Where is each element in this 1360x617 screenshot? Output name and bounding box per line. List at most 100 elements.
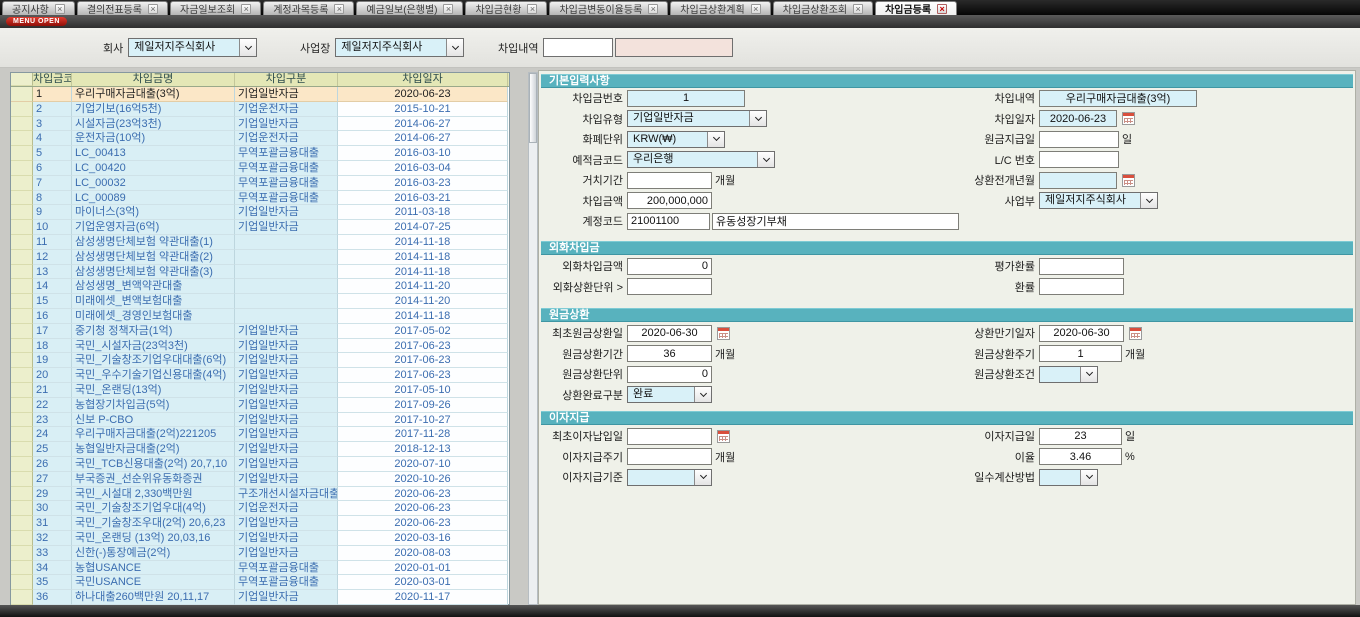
calendar-icon[interactable] — [1129, 326, 1142, 340]
table-row[interactable]: 3 시설자금(23억3천) 기업일반자금 2014-06-27 — [11, 116, 509, 132]
foreign-amount-input[interactable] — [627, 257, 712, 275]
table-row[interactable]: 5 LC_00413 무역포괄금융대출 2016-03-10 — [11, 146, 509, 161]
table-row[interactable]: 26 국민_TCB신용대출(2억) 20,7,10 기업일반자금 2020-07-10 — [11, 456, 509, 472]
table-row[interactable]: 27 부국증권_선순위유동화증권 기업일반자금 2020-10-26 — [11, 471, 509, 487]
close-icon[interactable]: × — [937, 3, 948, 14]
row-selector-cell[interactable] — [11, 160, 33, 176]
table-row[interactable]: 11 삼성생명단체보험 약관대출(1) 2014-11-18 — [11, 234, 509, 250]
table-row[interactable]: 29 국민_시설대 2,330백만원 구조개선시설자금대출 2020-06-23 — [11, 486, 509, 502]
tab-계정과목등록[interactable]: 계정과목등록 × — [263, 1, 355, 16]
table-row[interactable]: 20 국민_우수기술기업신용대출(4억) 기업일반자금 2017-06-23 — [11, 368, 509, 383]
repay-condition-select[interactable] — [1039, 365, 1098, 383]
table-row[interactable]: 34 농협USANCE 무역포괄금융대출 2020-01-01 — [11, 560, 509, 576]
table-row[interactable]: 6 LC_00420 무역포괄금융대출 2016-03-04 — [11, 160, 509, 176]
table-row[interactable]: 15 미래에셋_변액보험대출 2014-11-20 — [11, 294, 509, 309]
row-selector-cell[interactable] — [11, 101, 33, 117]
row-selector-cell[interactable] — [11, 575, 33, 591]
interest-cycle-input[interactable] — [627, 448, 712, 466]
close-icon[interactable]: × — [527, 3, 538, 14]
chevron-down-icon[interactable] — [1080, 469, 1097, 485]
row-selector-cell[interactable] — [11, 368, 33, 383]
site-select[interactable]: 제일저지주식회사 — [335, 38, 465, 57]
chevron-down-icon[interactable] — [694, 387, 711, 403]
chevron-down-icon[interactable] — [446, 39, 464, 56]
repay-open-month-input[interactable] — [1039, 171, 1117, 189]
repay-complete-select[interactable]: 완료 — [627, 386, 712, 404]
table-row[interactable]: 35 국민USANCE 무역포괄금융대출 2020-03-01 — [11, 575, 509, 591]
close-icon[interactable]: × — [853, 3, 864, 14]
table-row[interactable]: 8 LC_00089 무역포괄금융대출 2016-03-21 — [11, 190, 509, 206]
day-count-select[interactable] — [1039, 468, 1098, 486]
table-row[interactable]: 30 국민_기술창조기업우대(4억) 기업운전자금 2020-06-23 — [11, 501, 509, 517]
principal-pay-day-input[interactable] — [1039, 130, 1119, 148]
row-selector-cell[interactable] — [11, 116, 33, 132]
row-selector-cell[interactable] — [11, 279, 33, 295]
table-row[interactable]: 23 신보 P-CBO 기업일반자금 2017-10-27 — [11, 412, 509, 428]
tab-결의전표등록[interactable]: 결의전표등록 × — [76, 1, 169, 16]
tab-차입금변동이율등록[interactable]: 차입금변동이율등록 × — [549, 1, 669, 16]
row-selector-cell[interactable] — [11, 456, 33, 472]
maturity-date-input[interactable] — [1039, 324, 1124, 342]
chevron-down-icon[interactable] — [694, 469, 711, 485]
column-header-date[interactable]: 차입일자 — [338, 73, 508, 86]
repay-cycle-input[interactable] — [1039, 345, 1122, 363]
chevron-down-icon[interactable] — [1140, 193, 1157, 209]
table-row[interactable]: 12 삼성생명단체보험 약관대출(2) 2014-11-18 — [11, 249, 509, 265]
row-selector-cell[interactable] — [11, 131, 33, 147]
loan-no-input[interactable] — [627, 89, 745, 107]
table-row[interactable]: 16 미래에셋_경영인보험대출 2014-11-18 — [11, 308, 509, 324]
row-selector-cell[interactable] — [11, 412, 33, 428]
row-selector-cell[interactable] — [11, 175, 33, 191]
tab-차입금등록[interactable]: 차입금등록 × — [875, 1, 958, 16]
table-row[interactable]: 32 국민_온랜딩 (13억) 20,03,16 기업일반자금 2020-03-16 — [11, 530, 509, 546]
chevron-down-icon[interactable] — [757, 152, 774, 168]
close-icon[interactable]: × — [54, 3, 65, 14]
first-repay-date-input[interactable] — [627, 324, 712, 342]
account-name-input[interactable] — [712, 212, 959, 230]
loan-desc-code-input[interactable] — [543, 38, 614, 57]
table-row[interactable]: 10 기업운영자금(6억) 기업일반자금 2014-07-25 — [11, 220, 509, 235]
tab-차입금상환조회[interactable]: 차입금상환조회 × — [772, 1, 874, 16]
table-row[interactable]: 19 국민_기술창조기업우대대출(6억) 기업일반자금 2017-06-23 — [11, 353, 509, 369]
table-row[interactable]: 18 국민_시설자금(23억3천) 기업일반자금 2017-06-23 — [11, 338, 509, 354]
lc-no-input[interactable] — [1039, 151, 1119, 169]
calendar-icon[interactable] — [1122, 112, 1135, 126]
division-select[interactable]: 제일저지주식회사 — [1039, 192, 1158, 210]
column-header-type[interactable]: 차입구분 — [235, 73, 338, 86]
row-selector-cell[interactable] — [11, 220, 33, 235]
close-icon[interactable]: × — [750, 3, 761, 14]
row-selector-cell[interactable] — [11, 427, 33, 443]
row-selector-cell[interactable] — [11, 501, 33, 517]
row-selector-cell[interactable] — [11, 234, 33, 250]
repay-unit-input[interactable] — [627, 365, 712, 383]
loan-desc-input[interactable] — [1039, 89, 1197, 107]
table-row[interactable]: 9 마이너스(3억) 기업일반자금 2011-03-18 — [11, 205, 509, 221]
table-row[interactable]: 17 중기청 정책자금(1억) 기업일반자금 2017-05-02 — [11, 323, 509, 339]
tab-공지사항[interactable]: 공지사항 × — [2, 1, 75, 16]
row-selector-cell[interactable] — [11, 308, 33, 324]
row-selector-cell[interactable] — [11, 560, 33, 576]
row-selector-cell[interactable] — [11, 87, 33, 102]
table-row[interactable]: 21 국민_온랜딩(13억) 기업일반자금 2017-05-10 — [11, 382, 509, 398]
table-row[interactable]: 7 LC_00032 무역포괄금융대출 2016-03-23 — [11, 175, 509, 191]
table-row[interactable]: 13 삼성생명단체보험 약관대출(3) 2014-11-18 — [11, 264, 509, 280]
row-selector-cell[interactable] — [11, 249, 33, 265]
chevron-down-icon[interactable] — [1080, 366, 1097, 382]
interest-basis-select[interactable] — [627, 468, 712, 486]
exchange-rate-input[interactable] — [1039, 278, 1124, 296]
currency-select[interactable]: KRW(₩) — [627, 130, 725, 148]
interest-rate-input[interactable] — [1039, 448, 1122, 466]
row-selector-cell[interactable] — [11, 205, 33, 221]
eval-rate-input[interactable] — [1039, 257, 1124, 275]
table-row[interactable]: 4 운전자금(10억) 기업운전자금 2014-06-27 — [11, 131, 509, 147]
close-icon[interactable]: × — [241, 3, 252, 14]
tab-차입금현황[interactable]: 차입금현황 × — [465, 1, 548, 16]
grace-period-input[interactable] — [627, 171, 712, 189]
loan-amount-input[interactable] — [627, 192, 712, 210]
row-selector-cell[interactable] — [11, 545, 33, 561]
table-row[interactable]: 31 국민_기술창조우대(2억) 20,6,23 기업일반자금 2020-06-23 — [11, 516, 509, 531]
row-selector-cell[interactable] — [11, 382, 33, 398]
deposit-code-select[interactable]: 우리은행 — [627, 151, 775, 169]
calendar-icon[interactable] — [717, 326, 730, 340]
loan-desc-name-input[interactable] — [615, 38, 734, 57]
